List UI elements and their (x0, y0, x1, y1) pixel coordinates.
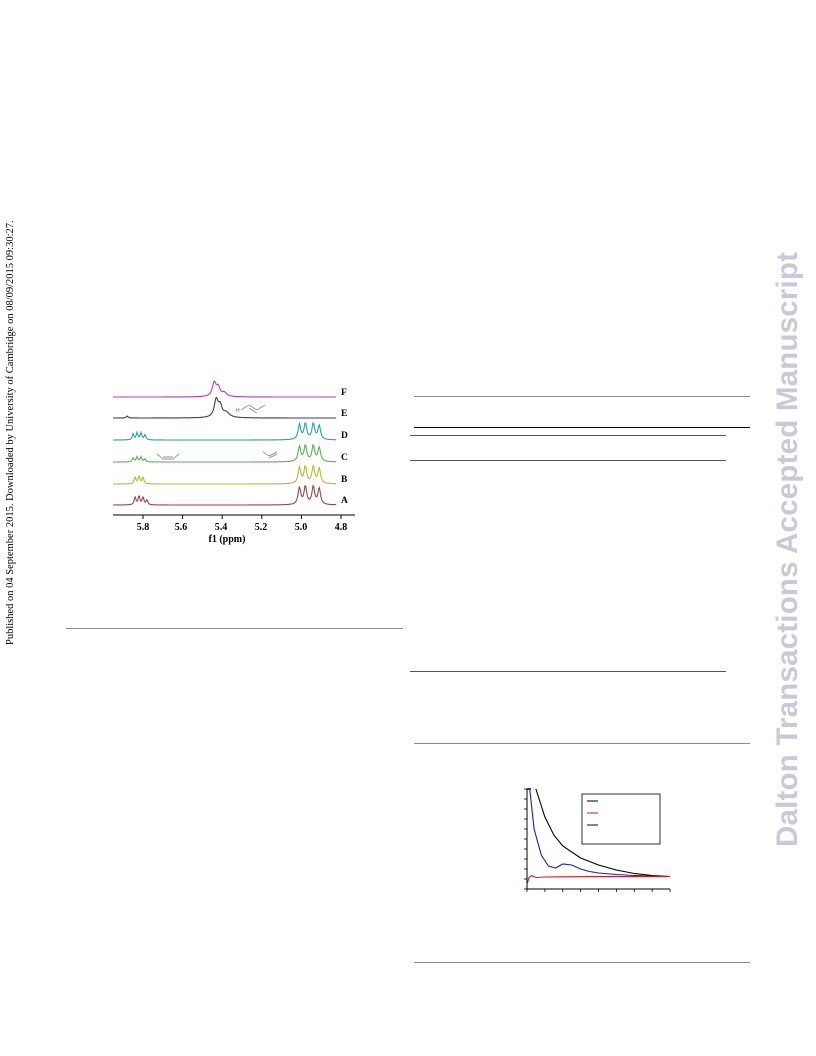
nmr-traces (113, 380, 337, 506)
nmr-tick-label-5-8: 5.8 (137, 522, 150, 533)
trace-label-a: A (341, 496, 348, 506)
nmr-trace-e (113, 396, 337, 419)
nmr-tick-label-5-6: 5.6 (175, 522, 188, 533)
decay-legend (581, 793, 661, 845)
table-header-rule-2 (410, 435, 726, 436)
decay-chart-ticks (524, 788, 671, 892)
left-column-rule (66, 628, 403, 629)
cis-alkene-structure (156, 451, 278, 460)
journal-watermark: Dalton Transactions Accepted Manuscript (768, 205, 808, 850)
decay-series (526, 788, 671, 886)
download-watermark: Published on 04 September 2015. Download… (3, 215, 23, 645)
nmr-x-axis-label: f1 (ppm) (209, 534, 246, 545)
decay-series-line-2 (526, 874, 671, 886)
journal-watermark-text: Dalton Transactions Accepted Manuscript (771, 251, 804, 847)
table-top-rule (414, 396, 750, 397)
trace-label-d: D (341, 431, 348, 441)
nmr-trace-b (113, 464, 337, 485)
download-watermark-text: Published on 04 September 2015. Download… (5, 220, 16, 645)
figure-bottom-rule (414, 962, 750, 963)
table-bottom-rule (410, 671, 726, 672)
nmr-spectra-figure: F E D C B A H 5.8 5.6 5.4 5.2 5.0 4.8 f1… (113, 380, 355, 545)
table-header-rule-3 (410, 460, 726, 461)
trace-label-c: C (341, 453, 348, 463)
alkene-h-label: H (236, 408, 240, 414)
nmr-trace-d (113, 421, 337, 441)
trace-label-e: E (341, 409, 347, 419)
trace-label-f: F (341, 388, 347, 398)
nmr-trace-c (113, 443, 337, 463)
nmr-tick-label-5-0: 5.0 (295, 522, 308, 533)
nmr-tick-label-5-4: 5.4 (215, 522, 228, 533)
nmr-x-ticks (142, 515, 342, 519)
trans-alkene-structure (240, 404, 266, 414)
trace-label-b: B (341, 475, 348, 485)
decay-chart (524, 788, 671, 892)
decay-series-line-0 (535, 788, 671, 878)
figure-top-rule (414, 743, 750, 744)
decay-series-line-1 (529, 788, 671, 878)
nmr-tick-label-4-8: 4.8 (335, 522, 348, 533)
table-header-rule-1 (414, 427, 750, 428)
nmr-trace-a (113, 484, 337, 506)
nmr-tick-label-5-2: 5.2 (255, 522, 268, 533)
nmr-trace-f (113, 380, 337, 398)
